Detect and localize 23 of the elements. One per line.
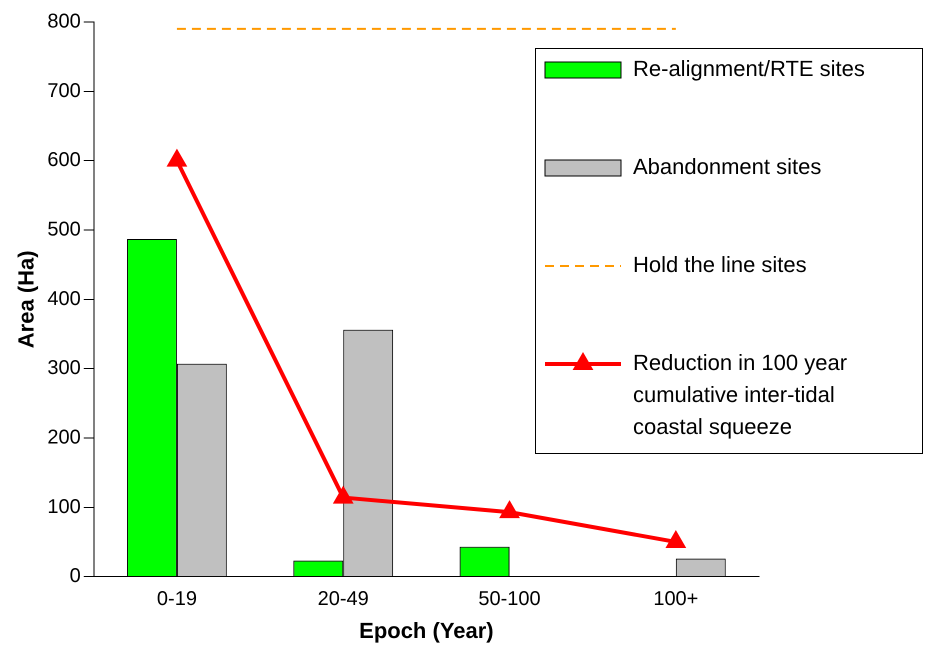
x-tick-label: 20-49	[318, 588, 369, 610]
x-tick-label: 0-19	[156, 588, 197, 610]
point	[666, 532, 685, 548]
y-tick-label: 800	[47, 10, 81, 33]
y-tick-label: 300	[47, 357, 81, 380]
point	[334, 488, 352, 504]
y-tick-label: 600	[47, 149, 81, 172]
x-tick-label: 100+	[653, 588, 698, 610]
y-axis-title: Area (Ha)	[13, 250, 38, 348]
y-tick-label: 400	[47, 288, 81, 310]
x-axis-title: Epoch (Year)	[359, 618, 494, 643]
legend-label: Hold the line sites	[633, 252, 807, 278]
legend-label: Reduction in 100 year cumulative inter-tidal coastal squeeze	[633, 350, 848, 440]
legend-label: Abandonment sites	[633, 154, 822, 180]
y-tick-label: 500	[47, 218, 81, 240]
legend-label: Re-alignment/RTE sites	[633, 56, 865, 82]
y-tick-label: 0	[70, 565, 81, 588]
y-tick-label: 200	[47, 426, 81, 448]
point	[168, 150, 186, 167]
y-tick-label: 100	[47, 496, 81, 518]
y-tick-label: 700	[47, 80, 81, 102]
point	[500, 502, 518, 518]
x-tick-label: 50-100	[478, 588, 541, 610]
